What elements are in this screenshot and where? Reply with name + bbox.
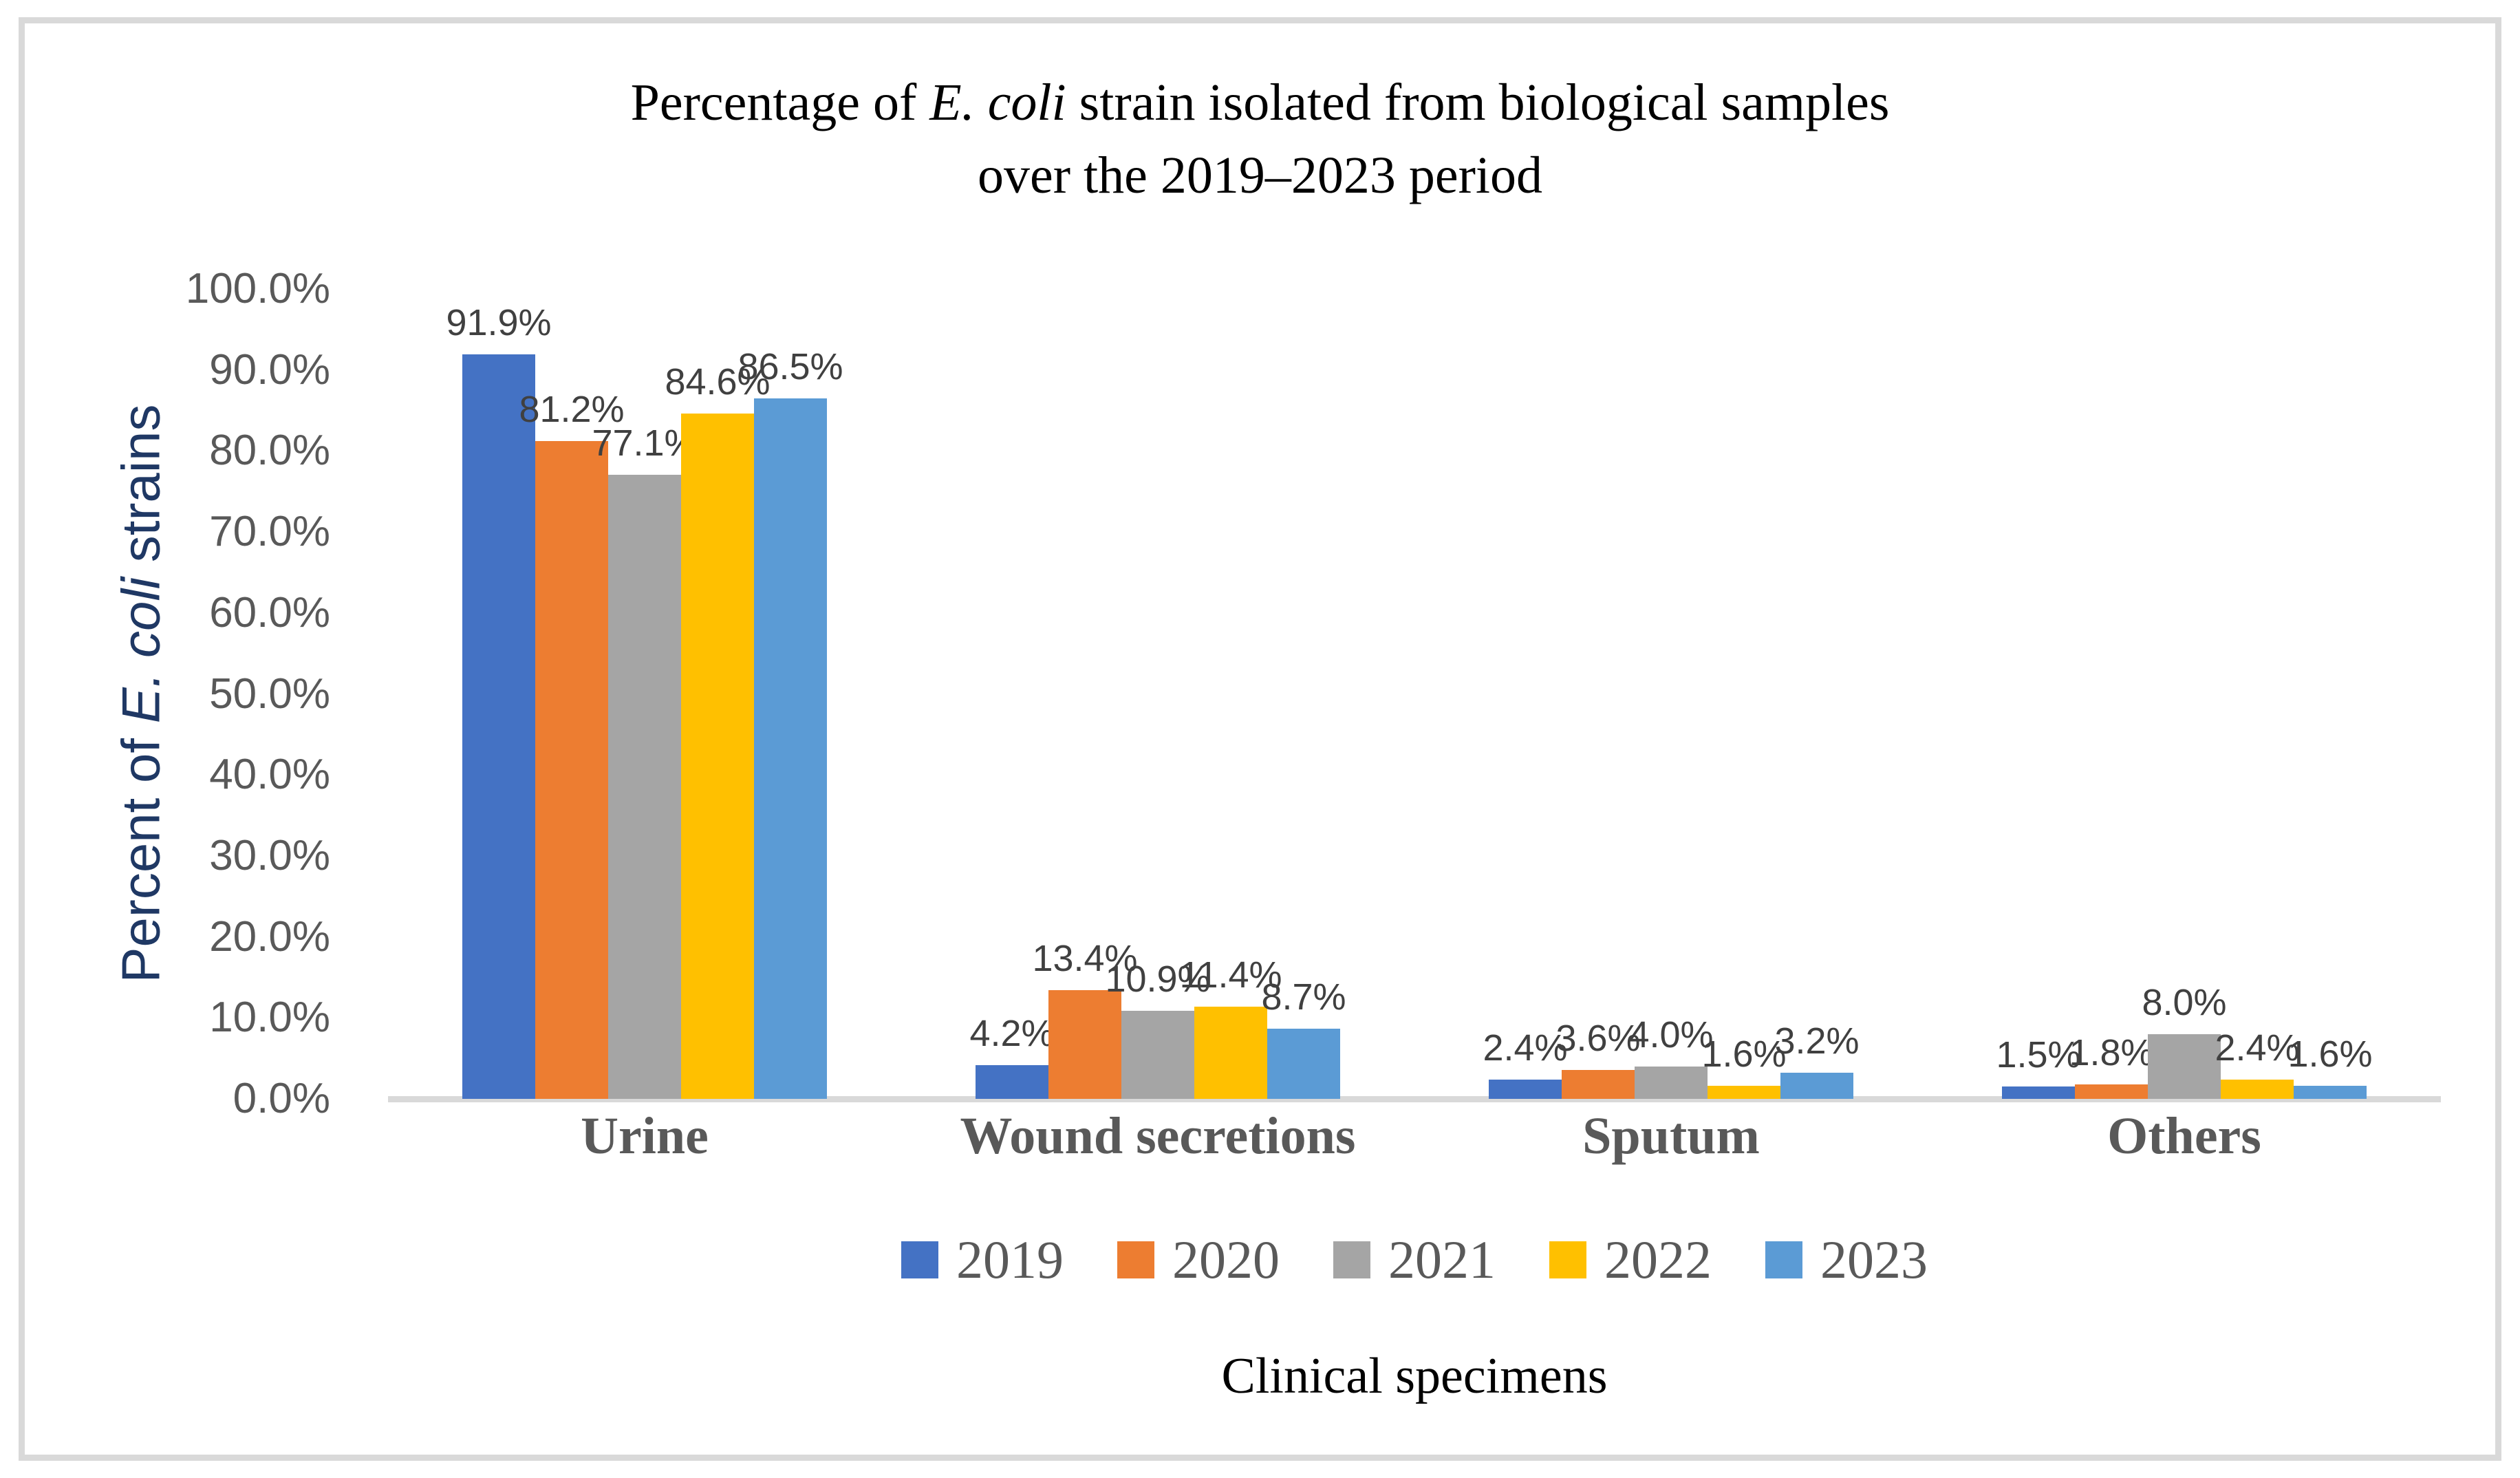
bar-value-label-urine-2019: 91.9% xyxy=(446,302,552,344)
legend-item-2022: 2022 xyxy=(1549,1233,1712,1287)
category-label-sputum: Sputum xyxy=(1582,1107,1760,1165)
bar-value-label-others-2021: 8.0% xyxy=(2142,981,2227,1023)
bar-others-2020 xyxy=(2075,1084,2148,1099)
bar-wound-secretions-2021 xyxy=(1121,1010,1194,1099)
bar-value-label-urine-2022: 84.6% xyxy=(665,361,771,403)
legend-label-2022: 2022 xyxy=(1604,1230,1712,1289)
category-label-wound-secretions: Wound secretions xyxy=(960,1107,1356,1165)
x-axis-baseline xyxy=(388,1096,2441,1102)
bar-value-label-others-2020: 1.8% xyxy=(2069,1031,2154,1073)
bar-value-label-wound-secretions-2021: 10.9% xyxy=(1105,958,1211,1000)
legend-label-2023: 2023 xyxy=(1820,1230,1928,1289)
legend-label-2020: 2020 xyxy=(1172,1230,1280,1289)
bar-urine-2020 xyxy=(535,441,608,1099)
y-tick-label-60.0: 60.0% xyxy=(209,588,330,636)
bar-value-label-sputum-2020: 3.6% xyxy=(1555,1017,1641,1059)
chart-title-italic-species: E. coli xyxy=(929,74,1066,131)
y-tick-label-30.0: 30.0% xyxy=(209,831,330,879)
bar-others-2021 xyxy=(2148,1033,2221,1099)
bar-value-label-wound-secretions-2023: 8.7% xyxy=(1261,976,1346,1018)
bar-value-label-urine-2021: 77.1% xyxy=(592,422,698,464)
legend-label-2019: 2019 xyxy=(956,1230,1064,1289)
bar-value-label-sputum-2019: 2.4% xyxy=(1483,1027,1568,1069)
chart-title-line-2: over the 2019–2023 period xyxy=(977,147,1543,204)
bar-wound-secretions-2022 xyxy=(1194,1006,1267,1099)
bar-value-label-wound-secretions-2019: 4.2% xyxy=(969,1012,1055,1054)
bar-value-label-others-2019: 1.5% xyxy=(1996,1034,2081,1076)
bar-value-label-sputum-2022: 1.6% xyxy=(1701,1033,1787,1075)
bar-value-label-wound-secretions-2020: 13.4% xyxy=(1032,938,1138,980)
chart-border-frame xyxy=(19,17,2501,1461)
y-tick-label-80.0: 80.0% xyxy=(209,427,330,475)
y-tick-label-0.0: 0.0% xyxy=(233,1075,330,1122)
bar-others-2019 xyxy=(2002,1086,2075,1099)
bar-sputum-2019 xyxy=(1489,1079,1562,1099)
legend-swatch-2019 xyxy=(901,1241,938,1278)
bar-sputum-2021 xyxy=(1635,1066,1708,1099)
category-label-urine: Urine xyxy=(581,1107,709,1165)
legend: 2019 2020 2021 2022 2023 xyxy=(388,1233,2441,1287)
category-label-others: Others xyxy=(2107,1107,2261,1165)
bar-sputum-2023 xyxy=(1780,1073,1853,1099)
bar-value-label-others-2023: 1.6% xyxy=(2287,1033,2373,1075)
bar-others-2022 xyxy=(2221,1079,2294,1099)
legend-item-2019: 2019 xyxy=(901,1233,1064,1287)
y-tick-label-10.0: 10.0% xyxy=(209,994,330,1042)
y-tick-label-70.0: 70.0% xyxy=(209,508,330,556)
legend-label-2021: 2021 xyxy=(1388,1230,1496,1289)
bar-wound-secretions-2023 xyxy=(1267,1028,1340,1099)
bar-value-label-urine-2020: 81.2% xyxy=(519,389,625,431)
bar-sputum-2020 xyxy=(1562,1069,1635,1099)
bar-urine-2021 xyxy=(608,474,681,1099)
legend-swatch-2022 xyxy=(1549,1241,1586,1278)
bar-sputum-2022 xyxy=(1708,1086,1780,1099)
y-tick-label-40.0: 40.0% xyxy=(209,751,330,799)
bar-urine-2023 xyxy=(754,398,827,1099)
x-axis-title: Clinical specimens xyxy=(1221,1348,1608,1404)
bar-wound-secretions-2019 xyxy=(976,1064,1048,1099)
bar-wound-secretions-2020 xyxy=(1048,990,1121,1099)
bar-value-label-sputum-2021: 4.0% xyxy=(1628,1014,1714,1056)
legend-swatch-2023 xyxy=(1765,1241,1802,1278)
legend-swatch-2021 xyxy=(1333,1241,1370,1278)
y-tick-label-50.0: 50.0% xyxy=(209,670,330,718)
bar-value-label-others-2022: 2.4% xyxy=(2215,1027,2300,1069)
bar-urine-2019 xyxy=(462,354,535,1099)
chart-title: Percentage of E. coli strain isolated fr… xyxy=(0,66,2520,212)
bar-value-label-sputum-2023: 3.2% xyxy=(1774,1020,1860,1062)
y-tick-label-90.0: 90.0% xyxy=(209,345,330,394)
bar-value-label-urine-2023: 86.5% xyxy=(737,345,843,387)
legend-item-2023: 2023 xyxy=(1765,1233,1928,1287)
legend-item-2020: 2020 xyxy=(1117,1233,1280,1287)
chart-title-line-1: Percentage of E. coli strain isolated fr… xyxy=(630,74,1890,131)
y-tick-label-20.0: 20.0% xyxy=(209,912,330,961)
bar-value-label-wound-secretions-2022: 11.4% xyxy=(1179,954,1282,996)
legend-swatch-2020 xyxy=(1117,1241,1154,1278)
legend-item-2021: 2021 xyxy=(1333,1233,1496,1287)
bar-others-2023 xyxy=(2294,1086,2367,1099)
y-tick-label-100.0: 100.0% xyxy=(185,265,330,312)
bar-urine-2022 xyxy=(681,414,754,1099)
